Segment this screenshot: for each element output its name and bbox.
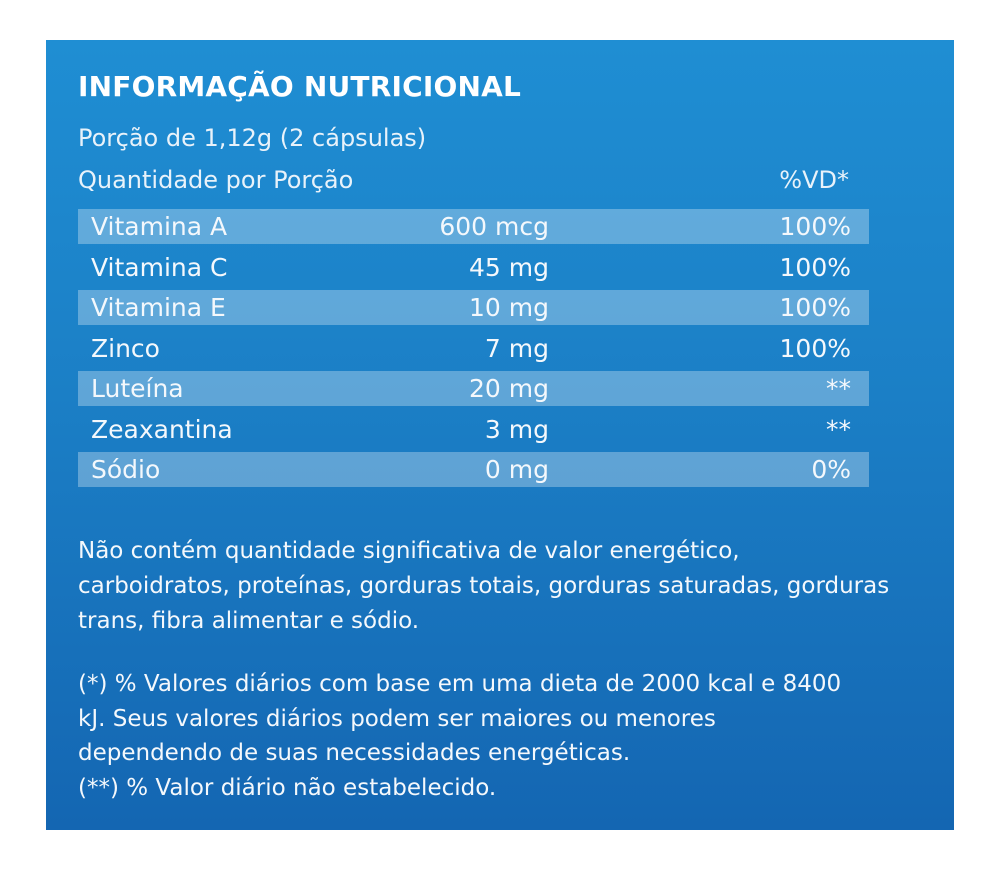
nutrient-daily-value: **	[826, 374, 851, 403]
nutrient-row-luteina: Luteína 20 mg **	[78, 371, 869, 406]
nutrition-title: INFORMAÇÃO NUTRICIONAL	[78, 70, 522, 103]
nutrient-name: Sódio	[91, 455, 161, 484]
nutrient-row-vitamina-c: Vitamina C 45 mg 100%	[78, 250, 869, 285]
nutrient-row-zinco: Zinco 7 mg 100%	[78, 331, 869, 366]
nutrient-amount: 7 mg	[484, 333, 549, 363]
footnote-line: kJ. Seus valores diários podem ser maior…	[78, 705, 716, 732]
nutrient-amount: 3 mg	[484, 414, 549, 444]
nutrient-daily-value: 100%	[779, 252, 851, 282]
nutrition-facts-panel: INFORMAÇÃO NUTRICIONAL Porção de 1,12g (…	[46, 40, 954, 830]
footnote-line: (**) % Valor diário não estabelecido.	[78, 774, 497, 801]
nutrient-amount: 10 mg	[469, 293, 549, 322]
quantity-header: Quantidade por Porção	[78, 166, 354, 194]
daily-value-header: %VD*	[779, 166, 849, 194]
nutrient-daily-value: 0%	[811, 455, 851, 484]
nutrient-daily-value: **	[826, 414, 851, 444]
nutrient-row-vitamina-a: Vitamina A 600 mcg 100%	[78, 209, 869, 244]
nutrient-row-sodio: Sódio 0 mg 0%	[78, 452, 869, 487]
nutrient-amount: 600 mcg	[439, 212, 549, 241]
nutrition-note: Não contém quantidade significativa de v…	[78, 538, 890, 634]
nutrient-amount: 45 mg	[469, 252, 549, 282]
nutrient-name: Zinco	[91, 333, 160, 363]
footnote-line: (*) % Valores diários com base em uma di…	[78, 671, 842, 697]
nutrient-amount: 0 mg	[484, 455, 549, 484]
nutrient-name: Vitamina C	[91, 252, 228, 282]
portion-size: Porção de 1,12g (2 cápsulas)	[78, 124, 427, 152]
nutrient-table: Vitamina A 600 mcg 100% Vitamina C 45 mg…	[78, 209, 869, 493]
nutrient-name: Vitamina E	[91, 293, 226, 322]
nutrient-name: Luteína	[91, 374, 184, 403]
nutrient-amount: 20 mg	[469, 374, 549, 403]
nutrient-daily-value: 100%	[779, 333, 851, 363]
footnote-line: dependendo de suas necessidades energéti…	[78, 740, 631, 766]
nutrient-daily-value: 100%	[779, 293, 851, 322]
nutrient-row-zeaxantina: Zeaxantina 3 mg **	[78, 412, 869, 447]
nutrient-name: Vitamina A	[91, 212, 228, 241]
nutrient-row-vitamina-e: Vitamina E 10 mg 100%	[78, 290, 869, 325]
nutrient-daily-value: 100%	[779, 212, 851, 241]
nutrient-name: Zeaxantina	[91, 414, 233, 444]
nutrition-footnotes: (*) % Valores diários com base em uma di…	[78, 667, 918, 805]
